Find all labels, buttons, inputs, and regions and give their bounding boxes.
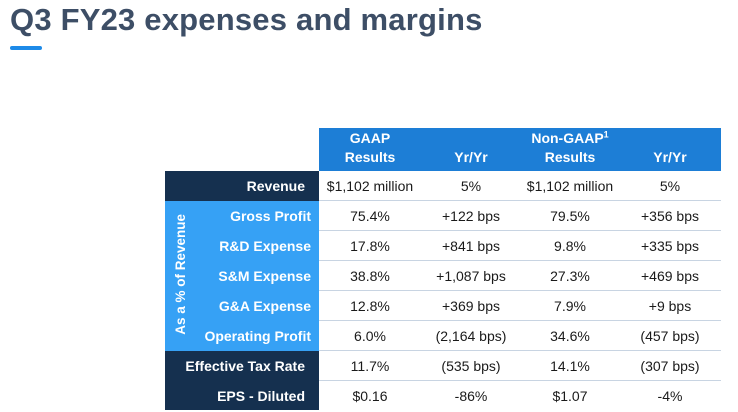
table-row-operating-profit: Operating Profit 6.0% (2,164 bps) 34.6% … [165, 320, 721, 351]
gaap-yoy-value: +122 bps [421, 200, 521, 231]
header-gaap-yoy: Yr/Yr [421, 128, 521, 171]
table-header-row: GAAP Results Yr/Yr Non-GAAP1 Results Yr/… [165, 128, 721, 171]
table-row-effective-tax-rate: Effective Tax Rate 11.7% (535 bps) 14.1%… [165, 350, 721, 381]
footnote-marker: 1 [603, 129, 609, 140]
row-label: R&D Expense [195, 230, 319, 261]
table-row-revenue: Revenue $1,102 million 5% $1,102 million… [165, 171, 721, 201]
gaap-value: 38.8% [319, 260, 421, 291]
header-nongaap-results: Non-GAAP1 Results [521, 128, 619, 171]
gaap-value: 17.8% [319, 230, 421, 261]
header-nongaap-line2: Results [544, 149, 596, 165]
nongaap-yoy-value: +356 bps [619, 200, 721, 231]
page-title: Q3 FY23 expenses and margins [10, 2, 483, 37]
nongaap-value: 34.6% [521, 320, 619, 351]
gaap-yoy-value: +1,087 bps [421, 260, 521, 291]
nongaap-value: 9.8% [521, 230, 619, 261]
row-label: G&A Expense [195, 290, 319, 321]
gaap-value: 11.7% [319, 350, 421, 381]
gaap-value: $1,102 million [319, 171, 421, 201]
header-nongaap-yoy: Yr/Yr [619, 128, 721, 171]
nongaap-yoy-value: +469 bps [619, 260, 721, 291]
gaap-value: 12.8% [319, 290, 421, 321]
nongaap-yoy-value: +9 bps [619, 290, 721, 321]
gaap-yoy-value: 5% [421, 171, 521, 201]
percent-of-revenue-group-label: As a % of Revenue [165, 200, 195, 351]
nongaap-value: $1,102 million [521, 171, 619, 201]
row-label: Effective Tax Rate [165, 350, 319, 381]
gaap-yoy-value: +369 bps [421, 290, 521, 321]
nongaap-yoy-value: 5% [619, 171, 721, 201]
nongaap-value: 7.9% [521, 290, 619, 321]
nongaap-value: 14.1% [521, 350, 619, 381]
gaap-value: 75.4% [319, 200, 421, 231]
row-label: S&M Expense [195, 260, 319, 291]
header-blank-cell [165, 128, 319, 171]
nongaap-yoy-value: (457 bps) [619, 320, 721, 351]
row-label: Operating Profit [195, 320, 319, 351]
header-gaap-yoy-label: Yr/Yr [454, 149, 488, 165]
gaap-value: 6.0% [319, 320, 421, 351]
gaap-yoy-value: +841 bps [421, 230, 521, 261]
gaap-value: $0.16 [352, 387, 388, 404]
gaap-yoy-value: (535 bps) [421, 350, 521, 381]
nongaap-yoy-value: -4% [657, 387, 683, 404]
gaap-yoy-value: -86% [454, 387, 488, 404]
header-gaap-line1: GAAP [349, 130, 391, 146]
nongaap-value: $1.07 [552, 387, 588, 404]
table-row-gross-profit: As a % of Revenue Gross Profit 75.4% +12… [165, 200, 721, 351]
row-label: Revenue [165, 171, 319, 201]
table-row-eps-diluted: EPS - Diluted $0.16 -86% $1.07 -4% [165, 380, 721, 410]
nongaap-yoy-value: +335 bps [619, 230, 721, 261]
title-accent-bar [10, 46, 42, 50]
header-gaap-results: GAAP Results [319, 128, 421, 171]
header-nongaap-line1: Non-GAAP [531, 130, 604, 146]
table-row-ga-expense: G&A Expense 12.8% +369 bps 7.9% +9 bps [165, 290, 721, 321]
header-nongaap-yoy-label: Yr/Yr [653, 149, 687, 165]
header-gaap-line2: Results [344, 149, 396, 165]
row-label: EPS - Diluted [165, 380, 319, 410]
vertical-label: As a % of Revenue [172, 213, 188, 335]
row-label: Gross Profit [195, 200, 319, 231]
table-row-sm-expense: S&M Expense 38.8% +1,087 bps 27.3% +469 … [165, 260, 721, 291]
nongaap-value: 79.5% [521, 200, 619, 231]
table-row-rd-expense: R&D Expense 17.8% +841 bps 9.8% +335 bps [165, 230, 721, 261]
nongaap-yoy-value: (307 bps) [619, 350, 721, 381]
gaap-yoy-value: (2,164 bps) [421, 320, 521, 351]
nongaap-value: 27.3% [521, 260, 619, 291]
expenses-margins-table: GAAP Results Yr/Yr Non-GAAP1 Results Yr/… [165, 128, 721, 410]
